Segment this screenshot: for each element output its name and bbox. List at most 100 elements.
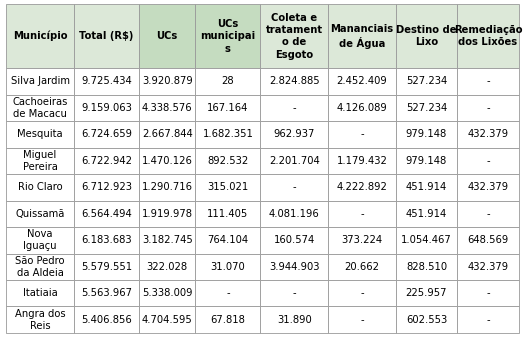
Bar bbox=[74, 227, 139, 253]
Text: 1.054.467: 1.054.467 bbox=[401, 235, 452, 245]
Text: 28: 28 bbox=[222, 76, 234, 86]
Bar bbox=[195, 121, 260, 148]
Text: São Pedro
da Aldeia: São Pedro da Aldeia bbox=[15, 255, 65, 278]
Bar bbox=[139, 121, 195, 148]
Bar bbox=[260, 201, 328, 227]
Bar bbox=[139, 253, 195, 280]
Text: 432.379: 432.379 bbox=[467, 262, 509, 272]
Bar bbox=[328, 95, 396, 121]
Bar bbox=[260, 68, 328, 95]
Bar bbox=[328, 4, 396, 68]
Bar bbox=[396, 148, 457, 174]
Text: Mesquita: Mesquita bbox=[17, 129, 63, 140]
Text: 602.553: 602.553 bbox=[406, 315, 447, 325]
Text: 315.021: 315.021 bbox=[207, 182, 248, 192]
Bar bbox=[457, 227, 519, 253]
Bar bbox=[328, 148, 396, 174]
Bar bbox=[139, 68, 195, 95]
Bar bbox=[457, 201, 519, 227]
Bar bbox=[6, 306, 74, 333]
Bar bbox=[328, 280, 396, 306]
Bar bbox=[139, 306, 195, 333]
Text: 527.234: 527.234 bbox=[406, 76, 447, 86]
Bar bbox=[74, 174, 139, 201]
Text: 31.070: 31.070 bbox=[211, 262, 245, 272]
Text: 9.725.434: 9.725.434 bbox=[81, 76, 132, 86]
Text: 373.224: 373.224 bbox=[341, 235, 383, 245]
Bar bbox=[260, 306, 328, 333]
Bar bbox=[139, 4, 195, 68]
Text: 167.164: 167.164 bbox=[207, 103, 249, 113]
Bar bbox=[195, 148, 260, 174]
Text: 111.405: 111.405 bbox=[207, 209, 248, 219]
Bar bbox=[328, 253, 396, 280]
Text: 322.028: 322.028 bbox=[146, 262, 188, 272]
Bar bbox=[396, 174, 457, 201]
Text: Angra dos
Reis: Angra dos Reis bbox=[15, 308, 66, 331]
Text: -: - bbox=[360, 288, 364, 298]
Text: 892.532: 892.532 bbox=[207, 156, 248, 166]
Text: 828.510: 828.510 bbox=[406, 262, 447, 272]
Bar bbox=[260, 4, 328, 68]
Text: -: - bbox=[360, 315, 364, 325]
Text: Município: Município bbox=[13, 31, 67, 41]
Bar bbox=[396, 306, 457, 333]
Text: 225.957: 225.957 bbox=[406, 288, 447, 298]
Bar bbox=[6, 280, 74, 306]
Text: Quissamã: Quissamã bbox=[15, 209, 65, 219]
Bar bbox=[457, 68, 519, 95]
Bar bbox=[195, 280, 260, 306]
Bar bbox=[457, 280, 519, 306]
Text: 1.470.126: 1.470.126 bbox=[142, 156, 193, 166]
Text: UCs: UCs bbox=[156, 31, 178, 41]
Text: Destino de
Lixo: Destino de Lixo bbox=[396, 25, 457, 47]
Bar bbox=[6, 4, 74, 68]
Text: 160.574: 160.574 bbox=[274, 235, 315, 245]
Bar bbox=[457, 4, 519, 68]
Bar bbox=[457, 174, 519, 201]
Text: 1.919.978: 1.919.978 bbox=[142, 209, 193, 219]
Text: Miguel
Pereira: Miguel Pereira bbox=[23, 150, 58, 172]
Bar bbox=[260, 280, 328, 306]
Text: 4.338.576: 4.338.576 bbox=[142, 103, 193, 113]
Text: 2.667.844: 2.667.844 bbox=[142, 129, 193, 140]
Bar bbox=[74, 148, 139, 174]
Text: 4.126.089: 4.126.089 bbox=[337, 103, 387, 113]
Text: 3.920.879: 3.920.879 bbox=[142, 76, 193, 86]
Text: 6.724.659: 6.724.659 bbox=[81, 129, 132, 140]
Bar bbox=[195, 95, 260, 121]
Bar bbox=[328, 121, 396, 148]
Text: 432.379: 432.379 bbox=[467, 129, 509, 140]
Bar bbox=[396, 253, 457, 280]
Bar bbox=[6, 253, 74, 280]
Bar bbox=[74, 280, 139, 306]
Bar bbox=[396, 280, 457, 306]
Text: 979.148: 979.148 bbox=[406, 129, 447, 140]
Bar bbox=[6, 68, 74, 95]
Text: Nova
Iguaçu: Nova Iguaçu bbox=[24, 229, 57, 251]
Text: 6.712.923: 6.712.923 bbox=[81, 182, 132, 192]
Text: 1.290.716: 1.290.716 bbox=[142, 182, 193, 192]
Text: -: - bbox=[292, 182, 296, 192]
Bar bbox=[6, 201, 74, 227]
Bar bbox=[195, 201, 260, 227]
Bar bbox=[6, 121, 74, 148]
Bar bbox=[260, 174, 328, 201]
Bar bbox=[195, 174, 260, 201]
Text: Cachoeiras
de Macacu: Cachoeiras de Macacu bbox=[13, 97, 68, 119]
Bar bbox=[74, 68, 139, 95]
Bar bbox=[328, 306, 396, 333]
Bar bbox=[260, 148, 328, 174]
Bar bbox=[6, 95, 74, 121]
Text: Silva Jardim: Silva Jardim bbox=[10, 76, 70, 86]
Bar bbox=[396, 4, 457, 68]
Bar bbox=[74, 253, 139, 280]
Text: Remediação
dos Lixões: Remediação dos Lixões bbox=[454, 25, 522, 47]
Text: 20.662: 20.662 bbox=[344, 262, 380, 272]
Text: Total (R$): Total (R$) bbox=[79, 31, 134, 41]
Text: 451.914: 451.914 bbox=[406, 182, 447, 192]
Text: 1.682.351: 1.682.351 bbox=[203, 129, 254, 140]
Text: Itatiaia: Itatiaia bbox=[23, 288, 58, 298]
Text: 67.818: 67.818 bbox=[211, 315, 245, 325]
Text: 4.222.892: 4.222.892 bbox=[337, 182, 387, 192]
